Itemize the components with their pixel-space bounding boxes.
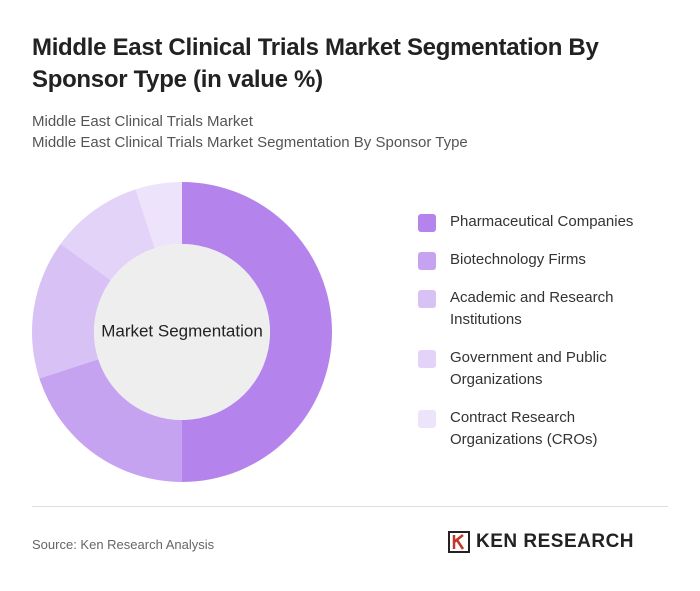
brand-name: KEN RESEARCH bbox=[476, 531, 635, 552]
source: Source: Ken Research Analysis bbox=[32, 537, 215, 552]
legend-label: Government and Public Organizations bbox=[450, 349, 607, 388]
legend-label: Biotechnology Firms bbox=[450, 251, 586, 268]
legend-label: Pharmaceutical Companies bbox=[450, 213, 634, 230]
legend-swatch bbox=[418, 290, 436, 308]
donut-segment bbox=[182, 182, 332, 482]
legend-item: Contract Research Organizations (CROs) bbox=[418, 407, 650, 451]
divider bbox=[32, 506, 668, 507]
brand-logo: KEN RESEARCH bbox=[448, 531, 634, 553]
legend-label: Contract Research Organizations (CROs) bbox=[450, 409, 598, 448]
donut-segment bbox=[39, 359, 182, 482]
legend-swatch bbox=[418, 350, 436, 368]
logo-icon bbox=[448, 531, 470, 553]
legend: Pharmaceutical Companies Biotechnology Fi… bbox=[418, 211, 650, 451]
legend-swatch bbox=[418, 252, 436, 270]
subtitle: Middle East Clinical Trials Market Segme… bbox=[32, 134, 468, 151]
donut-hole bbox=[94, 244, 270, 420]
legend-item: Biotechnology Firms bbox=[418, 249, 650, 271]
legend-item: Academic and Research Institutions bbox=[418, 287, 650, 331]
donut-segment bbox=[135, 182, 182, 249]
donut-segment bbox=[60, 189, 155, 281]
legend-item: Pharmaceutical Companies bbox=[418, 211, 650, 233]
center-label: Market Segmentation bbox=[101, 321, 263, 340]
legend-swatch bbox=[418, 410, 436, 428]
chart-title: Middle East Clinical Trials Market Segme… bbox=[32, 34, 599, 93]
donut-segment bbox=[32, 243, 111, 379]
subtitle: Middle East Clinical Trials Market bbox=[32, 113, 253, 130]
legend-swatch bbox=[418, 214, 436, 232]
legend-item: Government and Public Organizations bbox=[418, 347, 650, 391]
legend-label: Academic and Research Institutions bbox=[450, 289, 614, 328]
donut-chart: Market Segmentation bbox=[32, 182, 332, 482]
